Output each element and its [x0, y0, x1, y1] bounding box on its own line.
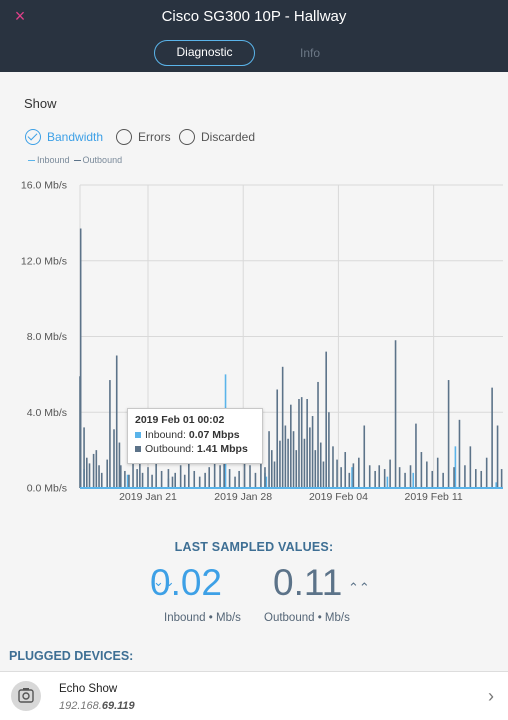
tooltip-outbound-swatch	[135, 446, 141, 452]
tab-diagnostic[interactable]: Diagnostic	[154, 40, 255, 66]
y-tick-label: 8.0 Mb/s	[27, 331, 67, 343]
legend-inbound-swatch	[28, 159, 35, 162]
device-name: Echo Show	[59, 683, 118, 695]
tooltip-outbound-value: 1.41 Mbps	[197, 443, 248, 455]
tab-bar: Diagnostic Info	[0, 40, 508, 66]
device-ip-suffix: 69.119	[101, 700, 135, 712]
bandwidth-chart[interactable]: 0.0 Mb/s 4.0 Mb/s 8.0 Mb/s 12.0 Mb/s 16.0 Mb…	[0, 175, 508, 505]
legend-outbound-label: Outbound	[82, 155, 123, 165]
show-label: Show	[24, 96, 57, 111]
close-icon[interactable]: ×	[14, 6, 26, 26]
tooltip-outbound-label: Outbound:	[145, 443, 195, 455]
outbound-value: 0.11	[273, 562, 343, 603]
tooltip-inbound-label: Inbound:	[145, 429, 186, 441]
x-tick-label: 2019 Feb 11	[405, 491, 463, 503]
device-ip: 192.168.69.119	[59, 700, 135, 712]
chart-tooltip: 2019 Feb 01 00:02 Inbound: 0.07 Mbps Out…	[127, 408, 263, 464]
radio-icon	[116, 129, 132, 145]
option-discarded[interactable]: Discarded	[179, 128, 255, 146]
tooltip-inbound-swatch	[135, 432, 141, 438]
option-errors[interactable]: Errors	[116, 128, 171, 146]
checkmark-icon	[25, 129, 41, 145]
tab-info[interactable]: Info	[299, 46, 320, 60]
last-sampled-title: LAST SAMPLED VALUES:	[174, 540, 334, 554]
y-tick-label: 12.0 Mb/s	[21, 255, 67, 267]
radio-icon	[179, 129, 195, 145]
chart-legend: Inbound Outbound	[28, 155, 122, 165]
x-tick-label: 2019 Feb 04	[309, 491, 368, 503]
option-errors-label: Errors	[138, 130, 171, 144]
legend-outbound: Outbound	[73, 155, 123, 165]
tooltip-inbound-row: Inbound: 0.07 Mbps	[135, 429, 255, 441]
camera-device-icon	[11, 681, 41, 711]
inbound-caption: Inbound • Mb/s	[164, 612, 241, 624]
y-tick-label: 0.0 Mb/s	[27, 483, 67, 495]
y-tick-label: 16.0 Mb/s	[21, 180, 67, 192]
x-tick-label: 2019 Jan 21	[119, 491, 177, 503]
tooltip-inbound-value: 0.07 Mbps	[188, 429, 240, 441]
chevron-double-up-icon: ⌃⌃	[348, 580, 370, 595]
plugged-devices-title: PLUGGED DEVICES:	[9, 649, 134, 663]
top-bar: × Cisco SG300 10P - Hallway Diagnostic I…	[0, 0, 508, 72]
device-title: Cisco SG300 10P - Hallway	[161, 8, 347, 25]
chevron-double-down-icon: ⌄⌄	[153, 574, 175, 589]
chevron-right-icon: ›	[488, 686, 494, 706]
legend-inbound: Inbound	[28, 155, 70, 165]
outbound-caption: Outbound • Mb/s	[264, 612, 350, 624]
legend-inbound-label: Inbound	[37, 155, 70, 165]
y-tick-label: 4.0 Mb/s	[27, 407, 67, 419]
tooltip-outbound-row: Outbound: 1.41 Mbps	[135, 443, 255, 455]
tooltip-timestamp: 2019 Feb 01 00:02	[135, 414, 225, 426]
inbound-value: 0.02	[150, 562, 223, 603]
option-bandwidth-label: Bandwidth	[47, 130, 104, 144]
device-row-echo-show[interactable]: Echo Show 192.168.69.119 ›	[0, 671, 508, 720]
legend-outbound-swatch	[73, 159, 81, 162]
option-discarded-label: Discarded	[201, 130, 256, 144]
x-tick-label: 2019 Jan 28	[214, 491, 272, 503]
device-ip-prefix: 192.168.	[59, 700, 102, 712]
option-bandwidth[interactable]: Bandwidth	[25, 128, 103, 146]
